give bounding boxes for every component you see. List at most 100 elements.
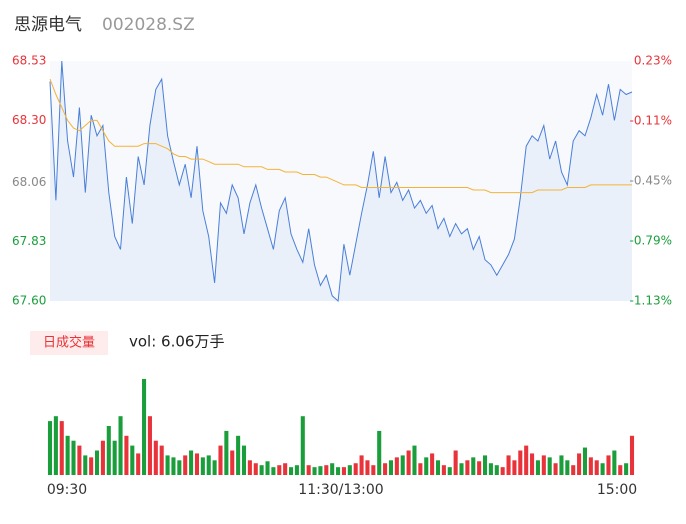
volume-bar — [230, 450, 235, 475]
volume-bar — [612, 450, 617, 475]
volume-bar — [453, 450, 458, 475]
volume-bar — [383, 463, 388, 475]
average-line — [49, 78, 632, 194]
volume-bar — [400, 455, 405, 475]
volume-bar — [312, 467, 317, 475]
volume-bar — [371, 465, 376, 475]
volume-bar — [488, 463, 493, 475]
volume-bar — [559, 455, 564, 475]
volume-bar — [142, 378, 147, 475]
volume-bar — [189, 450, 194, 475]
volume-bar — [94, 450, 100, 475]
y-tick-label: 68.30 — [12, 113, 46, 127]
volume-bar — [547, 457, 552, 475]
volume-bar — [624, 463, 629, 475]
volume-bar — [47, 421, 53, 475]
volume-bar — [424, 457, 429, 475]
volume-bar — [494, 465, 499, 475]
time-label: 11:30/13:00 — [298, 482, 383, 498]
volume-bar — [71, 440, 76, 475]
volume-bar — [324, 465, 329, 475]
volume-bar — [365, 460, 370, 475]
volume-bar — [153, 440, 158, 475]
volume-bar — [406, 450, 411, 475]
volume-bar — [477, 461, 482, 475]
time-label: 15:00 — [597, 482, 637, 498]
volume-bar — [441, 465, 446, 475]
stock-name: 思源电气 — [14, 15, 82, 35]
volume-bar — [194, 453, 200, 475]
volume-bar — [341, 467, 346, 475]
volume-bar — [165, 455, 170, 475]
volume-bar — [265, 461, 270, 475]
volume-bar — [100, 440, 105, 475]
volume-bar — [277, 465, 282, 475]
volume-bar — [412, 445, 417, 475]
volume-bar — [582, 447, 588, 475]
y2-tick-label: -0.79% — [630, 234, 672, 248]
volume-bar — [600, 463, 605, 475]
volume-bar — [500, 467, 505, 475]
volume-bar — [130, 445, 135, 475]
y-tick-label: 67.60 — [12, 294, 46, 308]
volume-bar — [388, 460, 394, 475]
volume-bar — [259, 465, 264, 475]
volume-bar — [530, 453, 535, 475]
volume-bar — [377, 430, 382, 475]
volume-bar — [541, 455, 546, 475]
volume-bar — [65, 435, 70, 475]
volume-bar — [283, 463, 288, 475]
y-tick-label: 68.06 — [12, 175, 46, 189]
y2-tick-label: -0.45% — [630, 174, 672, 188]
volume-bar — [577, 453, 582, 475]
y2-tick-label: 0.23% — [634, 54, 672, 68]
volume-bar — [465, 460, 470, 475]
volume-bar — [147, 416, 152, 475]
volume-tab[interactable] — [30, 331, 108, 355]
volume-bar — [177, 460, 182, 475]
volume-bar — [565, 460, 570, 475]
y2-tick-label: -1.13% — [630, 294, 672, 308]
volume-bar — [629, 435, 635, 475]
y2-tick-label: -0.11% — [630, 114, 672, 128]
volume-bar — [618, 465, 623, 475]
volume-bar — [271, 467, 276, 475]
price-area — [50, 61, 632, 301]
volume-bar — [394, 457, 399, 475]
volume-bar — [459, 463, 464, 475]
volume-bar — [306, 465, 311, 475]
volume-bar — [447, 467, 452, 475]
volume-bar — [553, 463, 558, 475]
plot-background — [50, 61, 632, 301]
volume-bar — [353, 463, 358, 475]
volume-bar — [506, 455, 511, 475]
volume-bar — [112, 440, 117, 475]
volume-bar — [524, 445, 529, 475]
stock-code: 002028.SZ — [102, 15, 195, 35]
volume-bar — [136, 453, 141, 475]
volume-bar — [212, 460, 217, 475]
volume-bar — [482, 455, 488, 475]
volume-bar — [300, 416, 305, 475]
volume-bar — [53, 416, 58, 475]
volume-bar — [106, 426, 111, 475]
volume-bar — [171, 457, 176, 475]
volume-bar — [318, 466, 323, 475]
volume-bar — [571, 465, 576, 475]
volume-bar — [247, 460, 252, 475]
volume-bar — [471, 457, 476, 475]
volume-bar — [200, 457, 205, 475]
volume-bar — [606, 455, 611, 475]
volume-bar — [288, 467, 294, 475]
volume-bar — [206, 455, 211, 475]
volume-bar — [294, 465, 299, 475]
volume-bar — [159, 445, 164, 475]
volume-tab-label: 日成交量 — [43, 335, 95, 351]
volume-bar — [218, 445, 223, 475]
volume-bar — [124, 435, 129, 475]
time-label: 09:30 — [47, 482, 87, 498]
volume-bar — [118, 416, 123, 475]
volume-bar — [236, 435, 241, 475]
volume-bar — [59, 421, 64, 475]
